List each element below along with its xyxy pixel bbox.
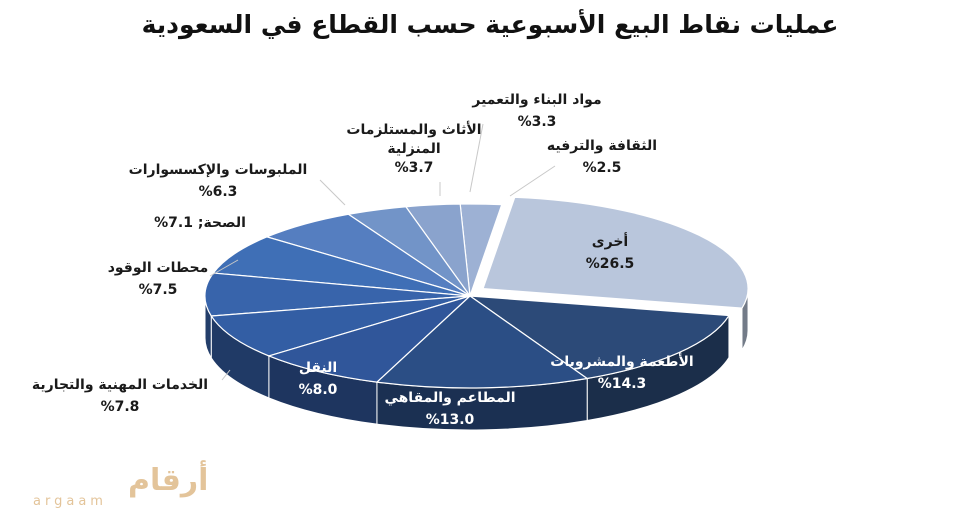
- chart-title: عمليات نقاط البيع الأسبوعية حسب القطاع ف…: [142, 9, 839, 40]
- slice-value: %26.5: [586, 256, 635, 272]
- slice-value: %14.3: [598, 376, 647, 392]
- slice-value: %3.3: [518, 114, 557, 130]
- slice-label-0: أخرى %26.5: [586, 232, 635, 272]
- leader-line-10: [509, 165, 556, 197]
- slice-label-8: الأثاث والمستلزمات المنزلية %3.7: [346, 121, 481, 176]
- logo-arabic: أرقام: [128, 460, 208, 498]
- slice-value: %2.5: [583, 160, 622, 176]
- slice-label-text: الصحة; 7.1%: [154, 215, 246, 231]
- slice-name: مواد البناء والتعمير: [471, 92, 601, 108]
- slice-label-7: الملبوسات والإكسسوارات %6.3: [129, 162, 308, 200]
- slice-name: الثقافة والترفيه: [547, 138, 657, 154]
- slice-name: الأثاث والمستلزمات: [346, 121, 481, 138]
- pie-slice-top: [267, 295, 471, 383]
- slice-name: الملبوسات والإكسسوارات: [129, 162, 308, 178]
- pie-slice-2: [375, 295, 589, 431]
- slice-label-6: الصحة; 7.1%: [154, 215, 246, 231]
- slice-value: %13.0: [426, 412, 475, 428]
- slice-label-9: مواد البناء والتعمير %3.3: [471, 92, 601, 130]
- slice-label-5: محطات الوقود %7.5: [108, 260, 209, 298]
- slice-value: %7.5: [139, 282, 178, 298]
- slice-label-2: المطاعم والمقاهي %13.0: [384, 390, 515, 428]
- pie-slice-top: [210, 295, 471, 357]
- leader-line-5: [209, 259, 239, 277]
- pie-slice-6: [212, 236, 471, 297]
- pie-slice-3: [267, 295, 471, 425]
- argaam-logo: أرقام argaam: [33, 460, 208, 509]
- pie-slice-4: [210, 295, 471, 399]
- slice-value: %8.0: [299, 382, 338, 398]
- slice-value: %6.3: [199, 184, 238, 200]
- slice-name: المنزلية: [387, 141, 440, 157]
- slice-label-10: الثقافة والترفيه %2.5: [547, 138, 657, 176]
- leader-line-7: [319, 179, 346, 206]
- slice-name: أخرى: [592, 232, 628, 250]
- leader-lines: [209, 123, 556, 381]
- leader-line-4: [221, 369, 231, 381]
- pie-slice-top: [467, 295, 730, 380]
- pie-slice-0: [482, 196, 749, 352]
- slice-value: %3.7: [395, 160, 434, 176]
- logo-latin: argaam: [33, 494, 107, 509]
- slice-label-1: الأطعمة والمشروبات %14.3: [550, 353, 693, 392]
- pie-slice-top: [482, 196, 749, 309]
- slice-label-4: الخدمات المهنية والتجارية %7.8: [32, 377, 208, 415]
- slice-labels: أخرى %26.5 الأطعمة والمشروبات %14.3 المطاعم …: [32, 92, 694, 428]
- leader-line-9: [469, 123, 484, 193]
- slice-name: المطاعم والمقاهي: [384, 390, 515, 406]
- pie-slice-top: [212, 236, 471, 297]
- slice-name: الأطعمة والمشروبات: [550, 353, 693, 370]
- slice-label-3: النقل %8.0: [299, 360, 338, 398]
- slice-name: محطات الوقود: [108, 260, 209, 276]
- slice-name: النقل: [299, 360, 337, 376]
- slice-value: %7.8: [101, 399, 140, 415]
- slice-name: الخدمات المهنية والتجارية: [32, 377, 208, 393]
- pie-slice-top: [375, 295, 589, 389]
- pie-slices: [204, 196, 749, 431]
